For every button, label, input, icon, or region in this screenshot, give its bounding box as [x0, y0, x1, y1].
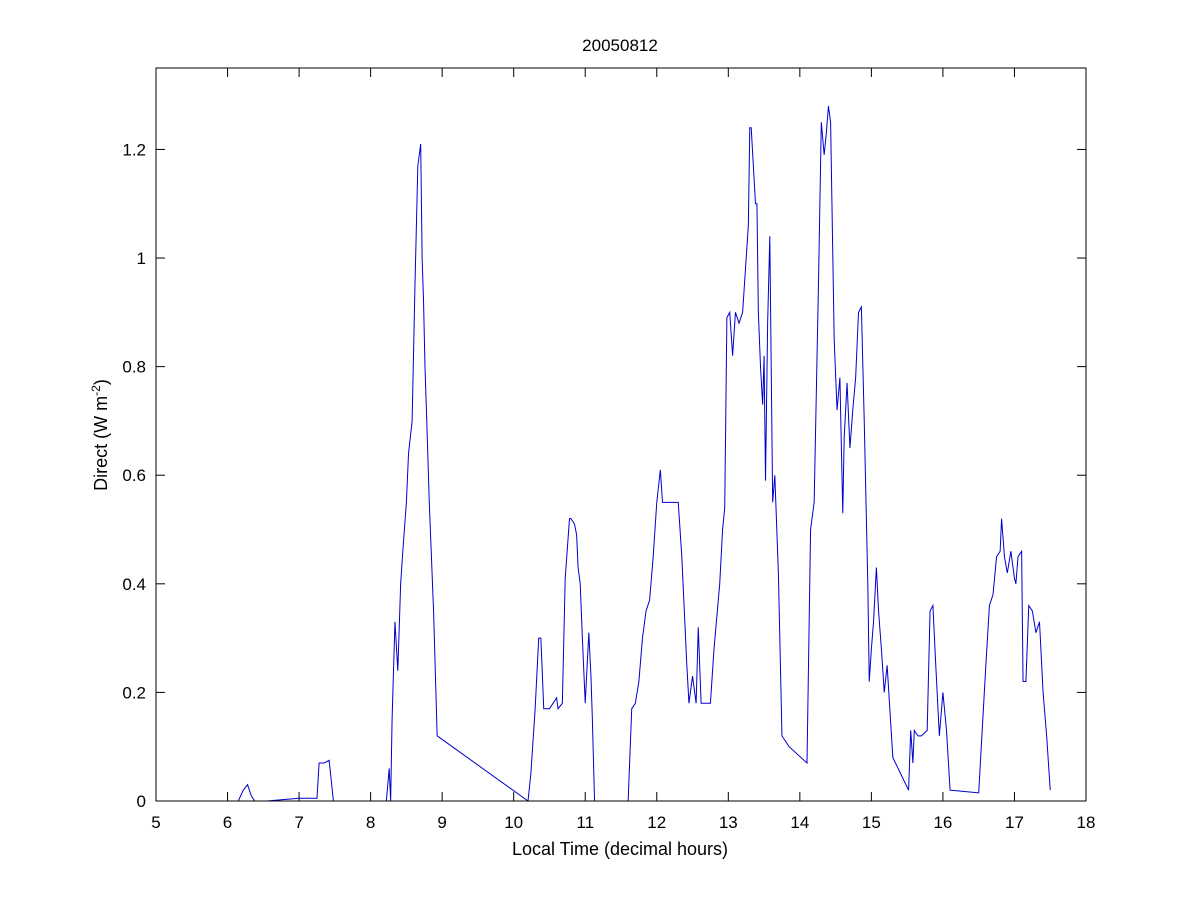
x-tick-label: 14	[790, 813, 809, 832]
x-tick-label: 11	[576, 813, 594, 832]
y-tick-label: 1.2	[122, 140, 146, 159]
x-tick-label: 13	[719, 813, 738, 832]
y-tick-label: 0.6	[122, 466, 146, 485]
x-tick-label: 9	[437, 813, 446, 832]
series-line-0	[227, 105, 1051, 802]
y-axis-label-superscript: -2	[89, 385, 103, 396]
x-tick-label: 6	[223, 813, 232, 832]
y-tick-label: 0	[137, 792, 146, 811]
x-tick-label: 18	[1077, 813, 1096, 832]
x-axis-label: Local Time (decimal hours)	[512, 839, 728, 859]
plot-background	[156, 68, 1086, 801]
x-tick-label: 12	[647, 813, 666, 832]
y-tick-label: 0.2	[122, 683, 146, 702]
x-tick-label: 15	[862, 813, 881, 832]
x-tick-label: 5	[151, 813, 160, 832]
y-tick-label: 0.4	[122, 575, 146, 594]
x-tick-label: 16	[933, 813, 952, 832]
y-tick-label: 0.8	[122, 358, 146, 377]
y-axis-label-suffix: )	[91, 379, 111, 385]
x-tick-label: 8	[366, 813, 375, 832]
y-tick-label: 1	[137, 249, 146, 268]
y-axis-label: Direct (W m-2)	[89, 379, 111, 491]
plot-frame	[155, 67, 1087, 802]
x-tick-label: 7	[294, 813, 303, 832]
x-tick-label: 17	[1005, 813, 1024, 832]
plot-area: 5 6 7 8 9 10 11 12 13 14 15 16 17 18 0 0.2 0.4 0.6 0.8 1 1.2	[122, 67, 1096, 832]
y-axis-label-main: Direct (W m	[91, 396, 111, 491]
x-tick-label: 10	[504, 813, 523, 832]
chart-title: 20050812	[582, 36, 658, 55]
